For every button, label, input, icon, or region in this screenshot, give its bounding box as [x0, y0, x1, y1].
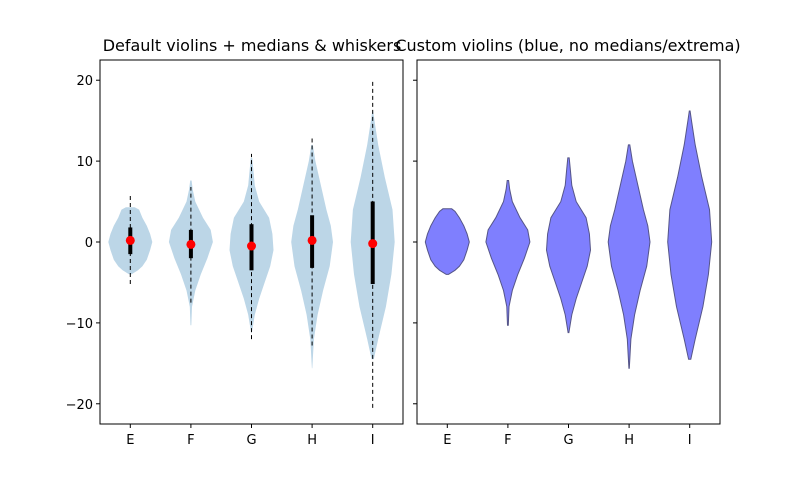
y-tick-label: −20: [66, 398, 93, 413]
x-tick-label: H: [307, 433, 317, 448]
left-violin-panel: Default violins + medians & whiskers −20 −…: [66, 36, 404, 448]
chart-title: Custom violins (blue, no medians/extrema…: [395, 36, 740, 55]
x-tick-label: F: [504, 433, 511, 448]
median-point-h: [307, 235, 317, 245]
median-point-f: [186, 239, 196, 249]
chart-title: Default violins + medians & whiskers: [103, 36, 402, 55]
median-point-i: [368, 239, 378, 249]
x-tick-label: I: [371, 433, 375, 448]
x-tick-label: G: [563, 433, 573, 448]
x-tick-label: E: [443, 433, 451, 448]
right-violin-panel: Custom violins (blue, no medians/extrema…: [395, 36, 740, 448]
y-tick-label: 20: [76, 74, 93, 89]
y-tick-label: −10: [66, 317, 93, 332]
y-tick-label: 0: [85, 236, 93, 251]
median-point-e: [125, 235, 135, 245]
violin-body-g: [545, 157, 592, 334]
x-tick-label: G: [246, 433, 256, 448]
violin-body-h: [607, 144, 651, 369]
median-point-g: [247, 241, 256, 251]
violin-body-f: [485, 180, 531, 326]
x-tick-label: H: [624, 433, 634, 448]
violin-body-e: [424, 208, 470, 275]
x-tick-label: E: [126, 433, 134, 448]
y-tick-label: 10: [76, 155, 93, 170]
x-tick-label: F: [187, 433, 194, 448]
x-tick-label: I: [688, 433, 692, 448]
violin-body-i: [667, 110, 713, 360]
